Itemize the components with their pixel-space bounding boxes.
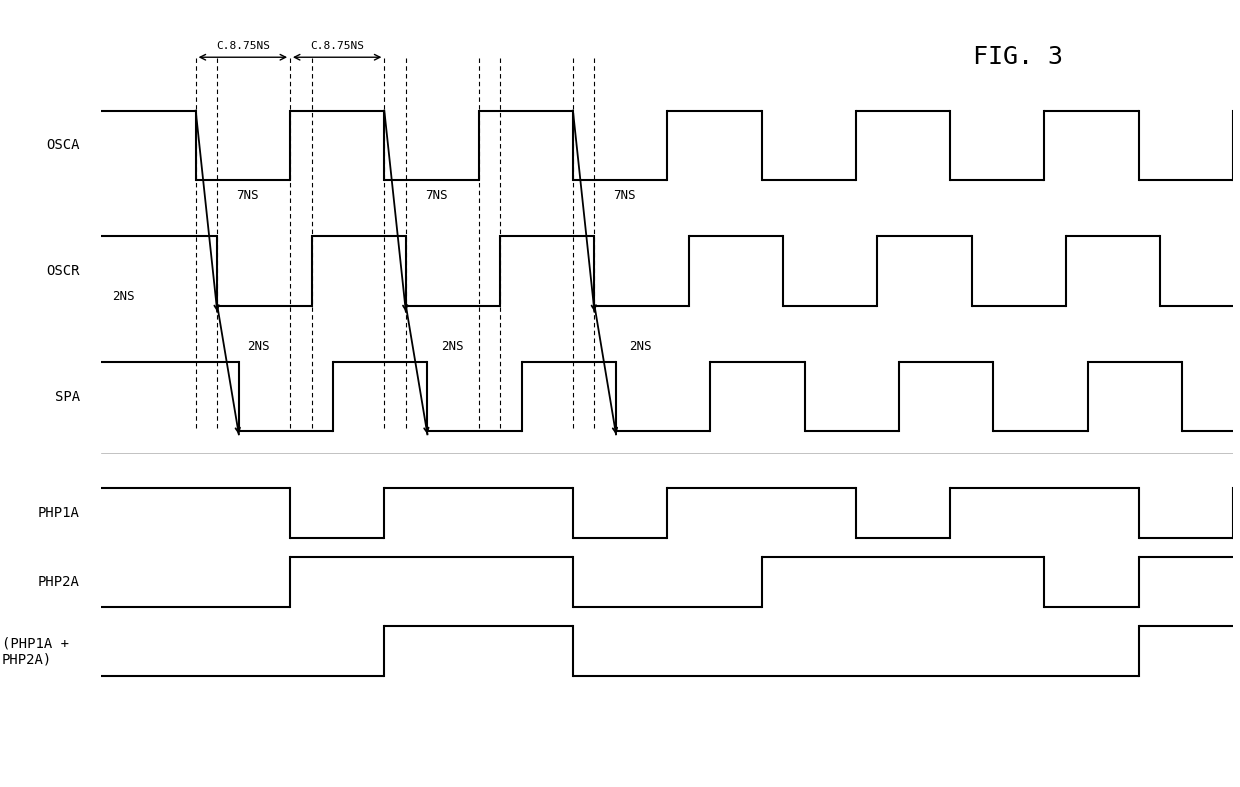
Text: C.8.75NS: C.8.75NS bbox=[216, 41, 270, 51]
Text: 7NS: 7NS bbox=[614, 189, 636, 202]
Text: 2NS: 2NS bbox=[630, 340, 652, 353]
Text: (PHP1A +
PHP2A): (PHP1A + PHP2A) bbox=[2, 636, 69, 667]
Text: PHP2A: PHP2A bbox=[38, 575, 79, 589]
Text: OSCR: OSCR bbox=[46, 264, 79, 278]
Text: 7NS: 7NS bbox=[425, 189, 448, 202]
Text: 2NS: 2NS bbox=[112, 290, 135, 302]
Text: 7NS: 7NS bbox=[236, 189, 259, 202]
Text: SPA: SPA bbox=[55, 390, 79, 404]
Text: C.8.75NS: C.8.75NS bbox=[310, 41, 365, 51]
Text: PHP1A: PHP1A bbox=[38, 506, 79, 520]
Text: OSCA: OSCA bbox=[46, 139, 79, 152]
Text: 2NS: 2NS bbox=[441, 340, 464, 353]
Text: 2NS: 2NS bbox=[247, 340, 269, 353]
Text: FIG. 3: FIG. 3 bbox=[972, 45, 1063, 68]
